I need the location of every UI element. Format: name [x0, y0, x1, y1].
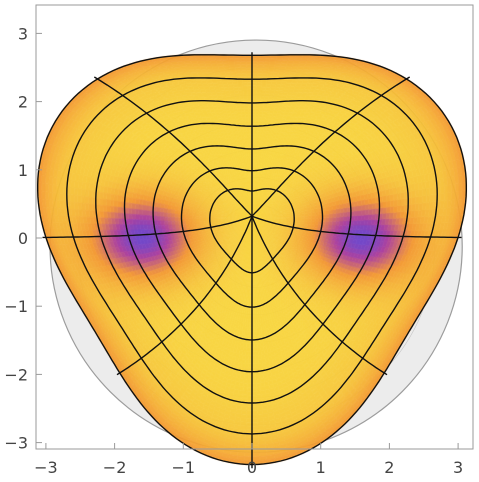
- mesh-spoke: [251, 76, 411, 217]
- x-tick-label: −2: [103, 458, 127, 477]
- y-tick-label: 1: [18, 161, 28, 180]
- mesh-spoke: [93, 76, 253, 217]
- y-tick-label: −2: [4, 365, 28, 384]
- mesh-spoke: [251, 215, 388, 376]
- frame-rect: [35, 4, 474, 450]
- x-tick-label: 1: [316, 458, 326, 477]
- y-tick-label: 2: [18, 93, 28, 112]
- x-tick-label: −1: [172, 458, 196, 477]
- plot-frame: [35, 4, 474, 450]
- y-tick-label: −1: [4, 297, 28, 316]
- x-tick-label: 0: [247, 458, 257, 477]
- y-tick-label: 0: [18, 229, 28, 248]
- mesh-lines: [37, 52, 467, 469]
- y-tick-label: −3: [4, 434, 28, 453]
- mesh-spoke: [42, 215, 253, 239]
- x-tick-label: 3: [453, 458, 463, 477]
- y-tick-label: 3: [18, 24, 28, 43]
- x-tick-label: 2: [384, 458, 394, 477]
- mesh-spoke: [251, 215, 462, 239]
- axis-ticks: −3 −2 −1 0 1 2 3 −3 −2 −1 0 1 2 3: [4, 24, 463, 477]
- mesh-spoke: [116, 215, 253, 376]
- x-tick-label: −3: [34, 458, 58, 477]
